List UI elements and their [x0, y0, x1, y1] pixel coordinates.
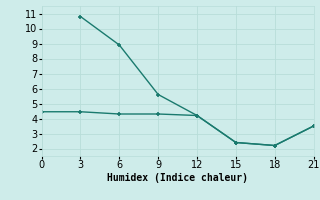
- X-axis label: Humidex (Indice chaleur): Humidex (Indice chaleur): [107, 173, 248, 183]
